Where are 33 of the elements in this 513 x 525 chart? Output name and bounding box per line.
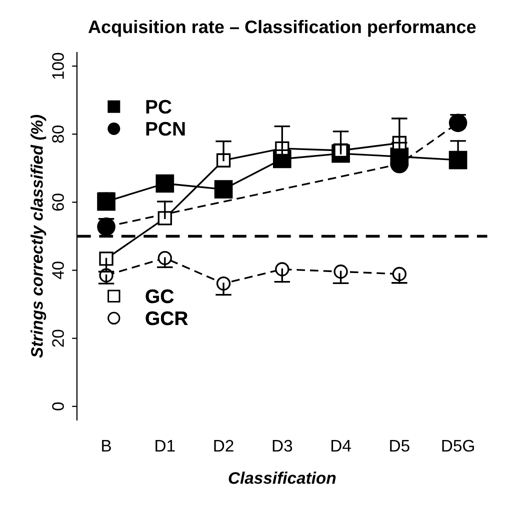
chart-title: Acquisition rate – Classification performance	[88, 20, 476, 37]
y-tick-label: 60	[52, 194, 64, 211]
legend-label: PCN	[146, 122, 185, 136]
point	[97, 218, 116, 236]
y-tick-label: 100	[52, 52, 64, 79]
point	[158, 211, 172, 226]
point	[99, 252, 114, 266]
point	[214, 180, 233, 198]
y-tick-label: 20	[52, 330, 64, 347]
point	[216, 153, 231, 168]
point	[275, 262, 290, 276]
x-axis-title: Classification	[228, 472, 336, 484]
point	[334, 264, 348, 279]
x-tick-label: D4	[331, 440, 351, 452]
x-tick-label: D1	[156, 440, 175, 452]
legend-label: GCR	[146, 311, 188, 326]
y-tick-label: 0	[52, 402, 64, 410]
legend-label: PC	[146, 100, 172, 114]
point	[448, 150, 468, 170]
point	[392, 266, 406, 282]
point	[97, 192, 116, 211]
x-tick-label: D3	[272, 440, 292, 452]
point	[158, 250, 172, 266]
x-tick-label: D5	[390, 440, 410, 452]
x-tick-label: D5G	[442, 440, 474, 452]
y-tick-label: 40	[52, 262, 64, 280]
point	[156, 174, 174, 193]
legend-label: GC	[146, 289, 174, 304]
x-tick-label: D2	[214, 440, 234, 452]
y-tick-label: 80	[52, 126, 64, 143]
x-tick-label: B	[102, 440, 111, 452]
point	[448, 114, 468, 132]
y-axis-title: Strings correctly classified (%)	[30, 114, 46, 358]
